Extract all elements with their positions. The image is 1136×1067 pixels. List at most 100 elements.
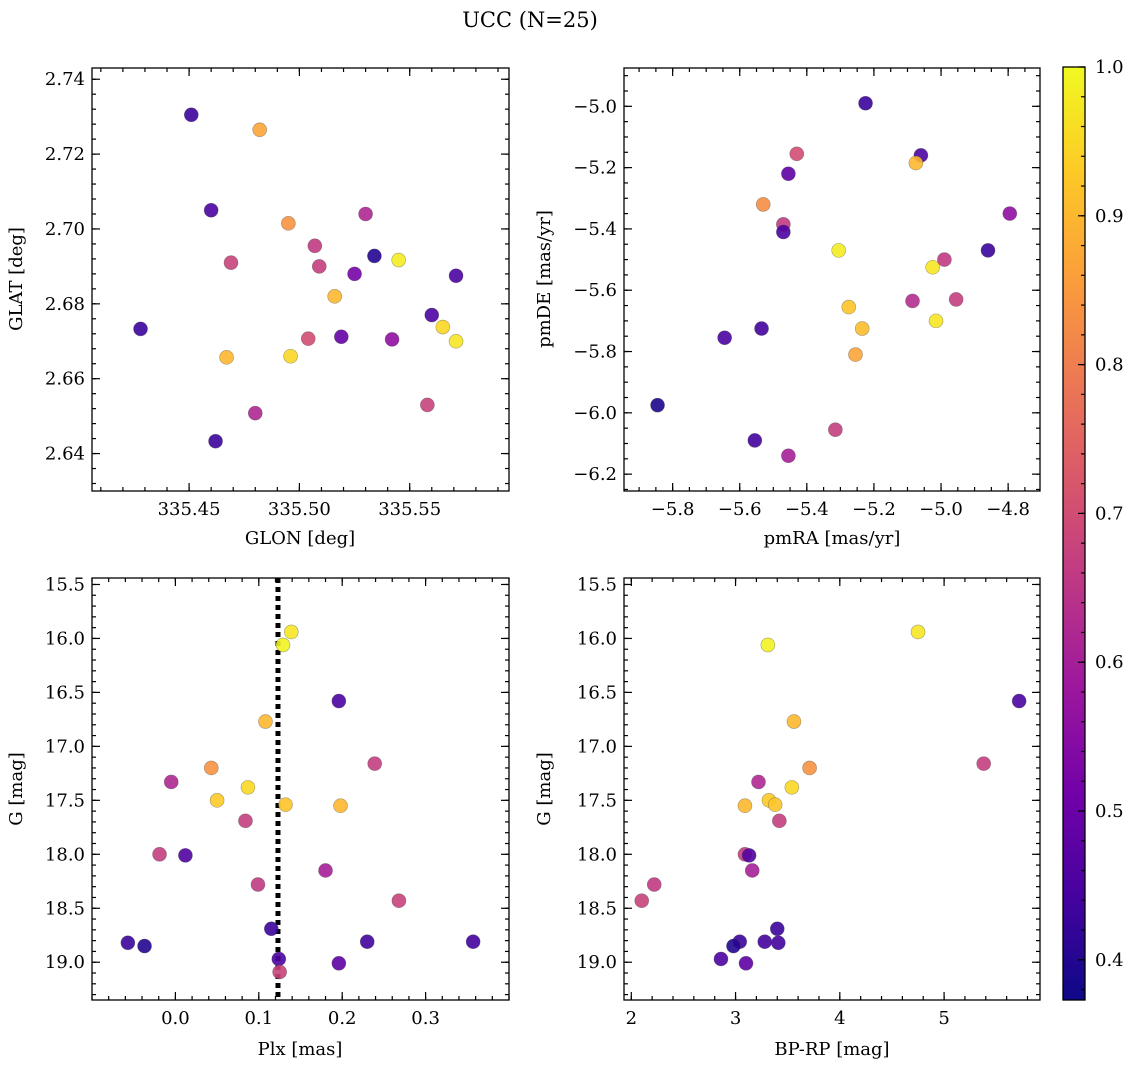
- y-tick-label: 17.0: [577, 736, 617, 757]
- scatter-point: [311, 259, 327, 274]
- scatter-point: [976, 756, 991, 771]
- x-tick-label: 2: [626, 1008, 637, 1029]
- scatter-point: [347, 266, 362, 282]
- scatter-point: [331, 956, 347, 971]
- scatter-point: [465, 934, 481, 950]
- y-tick-label: 17.5: [45, 790, 85, 811]
- colorbar-tick-label: 0.5: [1095, 801, 1124, 822]
- scatter-point: [948, 292, 964, 307]
- panel-glon-glat: 335.45 335.50 335.55 2.64 2.66 2.68 2.70 2.72 2.…: [6, 67, 510, 549]
- x-axis-label: BP-RP [mag]: [774, 1039, 889, 1060]
- panel-bprp-g: 2 3 4 5 15.5 16.0 16.5 17.0 17.5 18.0 18.5 19.0 BP-…: [534, 574, 1041, 1060]
- scatter-point: [367, 248, 382, 264]
- scatter-point: [333, 798, 348, 814]
- colorbar-tick-label: 1.0: [1095, 57, 1124, 78]
- scatter-point: [384, 332, 400, 347]
- scatter-point: [203, 760, 219, 776]
- y-tick-label: −6.2: [573, 464, 617, 485]
- scatter-point: [717, 330, 732, 346]
- y-tick-label: 2.70: [45, 219, 85, 240]
- y-tick-label: 18.0: [45, 844, 85, 865]
- scatter-point: [854, 321, 870, 336]
- scatter-point: [327, 289, 342, 304]
- y-tick-label: 18.5: [45, 898, 85, 919]
- y-tick-label: 17.0: [45, 736, 85, 757]
- colorbar-frame: [1062, 66, 1086, 1001]
- scatter-point: [747, 433, 763, 448]
- scatter-point: [910, 624, 926, 640]
- y-tick-label: 16.5: [45, 682, 85, 703]
- scatter-point: [334, 329, 349, 345]
- scatter-point: [391, 252, 406, 268]
- scatter-point: [448, 268, 464, 284]
- x-tick-label: 0.1: [244, 1008, 273, 1029]
- axis-ticks: 0.0 0.1 0.2 0.3 15.5 16.0 16.5 17.0 17.5 18.0 18.5…: [45, 574, 510, 1029]
- axis-ticks: 335.45 335.50 335.55 2.64 2.66 2.68 2.70 2.72 2.…: [45, 68, 509, 520]
- x-tick-label: −5.8: [651, 499, 695, 520]
- scatter-point: [831, 243, 847, 258]
- scatter-point: [786, 714, 802, 729]
- scatter-point: [858, 95, 873, 111]
- scatter-point: [741, 848, 757, 863]
- scatter-point: [767, 797, 783, 812]
- y-axis-label: pmDE [mas/yr]: [534, 210, 555, 348]
- y-tick-label: −5.8: [573, 342, 617, 363]
- scatter-point: [359, 934, 375, 950]
- colorbar-tick-label: 0.6: [1095, 652, 1124, 673]
- x-axis-label: pmRA [mas/yr]: [764, 528, 901, 549]
- scatter-point: [646, 877, 662, 892]
- scatter-point: [178, 848, 193, 863]
- scatter-point: [250, 877, 266, 892]
- y-tick-label: 2.72: [45, 144, 85, 165]
- y-tick-label: 15.5: [577, 574, 617, 595]
- y-tick-label: 18.5: [577, 898, 617, 919]
- y-tick-label: 2.68: [45, 294, 85, 315]
- colorbar-tick-label: 0.7: [1095, 503, 1124, 524]
- x-tick-label: 4: [834, 1008, 845, 1029]
- scatter-point: [152, 846, 167, 862]
- y-tick-label: −6.0: [573, 403, 617, 424]
- scatter-point: [755, 197, 771, 212]
- scatter-point: [769, 921, 785, 937]
- scatter-points: [634, 624, 1027, 971]
- scatter-point: [367, 756, 383, 771]
- x-tick-label: 335.55: [378, 499, 441, 520]
- scatter-point: [789, 146, 805, 162]
- scatter-point: [209, 793, 225, 808]
- scatter-point: [754, 321, 769, 336]
- y-tick-label: 19.0: [45, 952, 85, 973]
- scatter-point: [760, 637, 776, 653]
- scatter-point: [744, 863, 760, 878]
- y-tick-label: 2.66: [45, 369, 85, 390]
- scatter-point: [1002, 206, 1018, 221]
- scatter-point: [219, 350, 234, 365]
- x-tick-label: −5.4: [785, 499, 829, 520]
- axes-frame: [623, 577, 1041, 1001]
- scatter-point: [420, 397, 435, 413]
- axis-ticks: −5.8 −5.6 −5.4 −5.2 −5.0 −4.8 −6.2 −6.0 −5.8 −5.6…: [573, 68, 1040, 520]
- scatter-point: [650, 397, 665, 413]
- scatter-point: [713, 951, 729, 967]
- scatter-point: [284, 624, 299, 640]
- scatter-point: [318, 863, 333, 878]
- scatter-point: [283, 348, 298, 364]
- y-tick-label: 2.64: [45, 444, 85, 465]
- scatter-point: [776, 224, 791, 240]
- x-tick-label: 0.0: [161, 1008, 190, 1029]
- scatter-point: [848, 347, 863, 362]
- scatter-point: [925, 259, 940, 275]
- scatter-point: [726, 938, 741, 954]
- y-tick-label: −5.0: [573, 96, 617, 117]
- scatter-point: [771, 935, 786, 951]
- colorbar: 0.4 0.5 0.6 0.7 0.8 0.9 1.0: [1062, 57, 1124, 1001]
- scatter-point: [133, 321, 148, 337]
- x-tick-label: −4.8: [986, 499, 1030, 520]
- x-tick-label: 335.50: [268, 499, 331, 520]
- y-tick-label: 18.0: [577, 844, 617, 865]
- scatter-point: [183, 107, 199, 123]
- scatter-point: [784, 780, 800, 795]
- y-tick-label: 19.0: [577, 952, 617, 973]
- y-tick-label: −5.2: [573, 158, 617, 179]
- colorbar-ticks: 0.4 0.5 0.6 0.7 0.8 0.9 1.0: [1078, 57, 1124, 991]
- y-tick-label: 17.5: [577, 790, 617, 811]
